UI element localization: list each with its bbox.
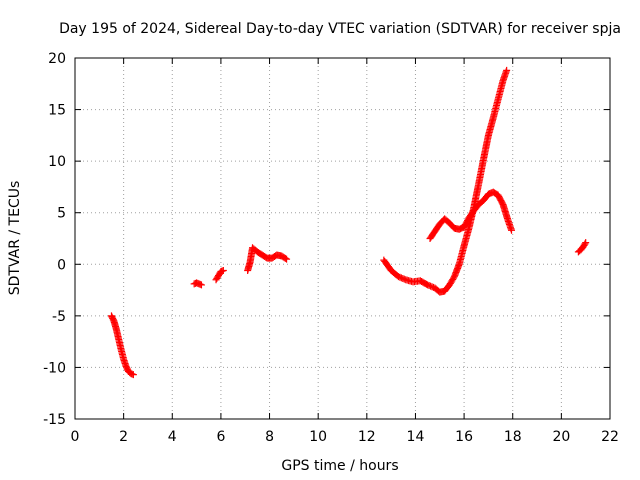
series-arc-3 xyxy=(212,266,227,284)
y-tick-label: -10 xyxy=(43,360,66,376)
plot-frame xyxy=(74,57,611,420)
data-point xyxy=(219,266,227,274)
x-axis-label: GPS time / hours xyxy=(281,458,398,474)
y-tick-label: -15 xyxy=(43,412,66,428)
data-point xyxy=(197,281,205,289)
data-point xyxy=(129,371,137,379)
y-tick-label: 0 xyxy=(57,257,66,273)
axis-ticks: 0 2 4 6 8 10 12 14 16 18 20 22 -15 -10 -5 0 5 10 15 20 xyxy=(43,51,619,445)
data-point xyxy=(582,239,590,247)
series-arc-4 xyxy=(244,244,291,274)
series-arc-7 xyxy=(574,239,590,256)
y-tick-label: 10 xyxy=(48,154,66,170)
data-point xyxy=(503,66,511,74)
x-tick-label: 8 xyxy=(265,429,274,445)
x-tick-label: 6 xyxy=(216,429,225,445)
x-tick-label: 0 xyxy=(71,429,80,445)
x-tick-label: 4 xyxy=(168,429,177,445)
chart-title: Day 195 of 2024, Sidereal Day-to-day VTE… xyxy=(59,21,621,37)
x-tick-label: 22 xyxy=(601,429,619,445)
x-tick-label: 20 xyxy=(552,429,570,445)
series-arc-5 xyxy=(380,66,511,296)
y-tick-label: 5 xyxy=(57,206,66,222)
data-points xyxy=(107,66,590,379)
y-tick-label: 15 xyxy=(48,103,66,119)
x-tick-label: 12 xyxy=(358,429,376,445)
series-arc-1 xyxy=(107,312,137,379)
data-point-dense xyxy=(581,240,589,248)
x-tick-label: 16 xyxy=(455,429,473,445)
y-axis-label: SDTVAR / TECUs xyxy=(7,181,23,296)
y-tick-label: 20 xyxy=(48,51,66,67)
x-tick-label: 2 xyxy=(119,429,128,445)
data-point xyxy=(508,226,516,234)
grid-lines xyxy=(75,58,610,419)
data-point xyxy=(283,255,291,263)
series-arc-2 xyxy=(190,279,205,289)
x-tick-label: 14 xyxy=(407,429,425,445)
x-tick-label: 10 xyxy=(309,429,327,445)
y-tick-label: -5 xyxy=(52,309,66,325)
data-point-dense xyxy=(281,254,289,262)
x-tick-label: 18 xyxy=(504,429,522,445)
series-arc-6 xyxy=(426,188,516,242)
